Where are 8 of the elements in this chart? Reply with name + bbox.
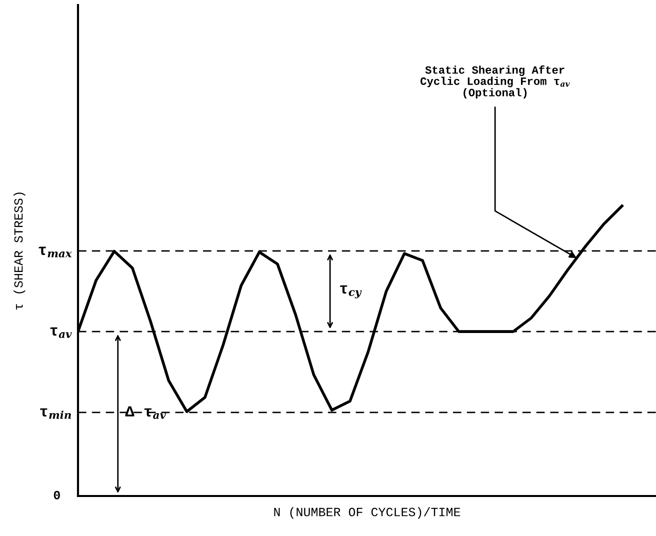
ref-line-label: τ$_{max}$ [38, 246, 72, 258]
y-axis-title: τ (SHEAR STRESS) [14, 192, 26, 310]
x-axis-title: N (NUMBER OF CYCLES)/TIME [274, 507, 460, 519]
text: 0 [54, 490, 60, 500]
text: Static Shearing After Cyclic Loading From τ$_{av}$ (Optional) [420, 65, 570, 99]
ref-line-label: τ$_{av}$ [50, 327, 72, 338]
annotation: τ$_{cy}$ [340, 285, 362, 298]
ref-line-label: τ$_{min}$ [40, 408, 71, 419]
